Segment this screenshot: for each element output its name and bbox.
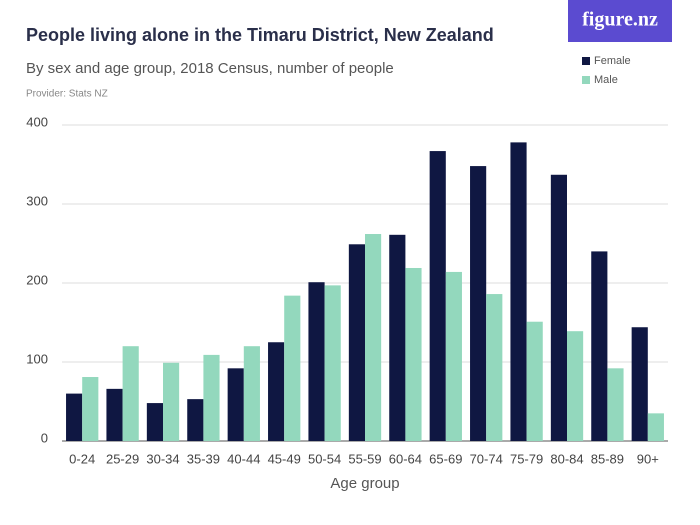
legend-label: Female bbox=[594, 55, 631, 67]
bar bbox=[550, 174, 567, 441]
bar bbox=[526, 321, 543, 441]
bar bbox=[567, 331, 584, 441]
legend-swatch bbox=[582, 57, 590, 65]
legend-swatch bbox=[582, 76, 590, 84]
x-tick-label: 65-69 bbox=[429, 451, 462, 466]
x-tick-label: 70-74 bbox=[470, 451, 503, 466]
bar bbox=[429, 151, 446, 441]
y-tick-label: 0 bbox=[41, 430, 48, 445]
bar bbox=[631, 327, 648, 441]
x-tick-label: 55-59 bbox=[348, 451, 381, 466]
bar bbox=[365, 234, 382, 441]
bar bbox=[146, 403, 163, 441]
bar bbox=[405, 267, 422, 441]
logo-box bbox=[568, 0, 672, 42]
x-tick-label: 75-79 bbox=[510, 451, 543, 466]
x-tick-label: 40-44 bbox=[227, 451, 260, 466]
bar bbox=[445, 271, 462, 441]
bar bbox=[510, 142, 527, 441]
bar bbox=[187, 399, 204, 441]
x-tick-label: 45-49 bbox=[268, 451, 301, 466]
logo: figure.nz bbox=[582, 9, 658, 31]
chart-title: People living alone in the Timaru Distri… bbox=[26, 25, 494, 45]
y-tick-label: 400 bbox=[26, 114, 48, 129]
chart-subtitle: By sex and age group, 2018 Census, numbe… bbox=[26, 60, 394, 77]
x-tick-label: 60-64 bbox=[389, 451, 422, 466]
bar bbox=[268, 342, 285, 441]
bar bbox=[227, 368, 244, 441]
y-tick-label: 200 bbox=[26, 272, 48, 287]
y-tick-label: 300 bbox=[26, 193, 48, 208]
bar bbox=[591, 251, 608, 441]
x-tick-label: 0-24 bbox=[69, 451, 95, 466]
x-tick-label: 80-84 bbox=[550, 451, 583, 466]
x-tick-label: 85-89 bbox=[591, 451, 624, 466]
x-tick-label: 90+ bbox=[637, 451, 659, 466]
bar bbox=[82, 377, 99, 441]
bar bbox=[389, 234, 406, 441]
x-tick-label: 25-29 bbox=[106, 451, 139, 466]
x-tick-label: 50-54 bbox=[308, 451, 341, 466]
bar bbox=[324, 285, 341, 441]
bar bbox=[122, 346, 139, 441]
bar bbox=[284, 295, 301, 441]
bar bbox=[607, 368, 624, 441]
bar bbox=[647, 413, 664, 441]
bar bbox=[106, 388, 123, 441]
x-tick-label: 35-39 bbox=[187, 451, 220, 466]
bar bbox=[203, 354, 220, 441]
x-tick-label: 30-34 bbox=[146, 451, 179, 466]
bar bbox=[308, 282, 325, 441]
legend-label: Male bbox=[594, 74, 618, 86]
bar bbox=[470, 166, 487, 441]
bar bbox=[243, 346, 260, 441]
bar bbox=[163, 362, 180, 441]
source: Provider: Stats NZ bbox=[26, 89, 108, 100]
bar bbox=[348, 244, 365, 441]
y-tick-label: 100 bbox=[26, 351, 48, 366]
bar bbox=[486, 294, 503, 441]
x-axis-title: Age group bbox=[330, 475, 399, 492]
bar bbox=[66, 393, 83, 441]
